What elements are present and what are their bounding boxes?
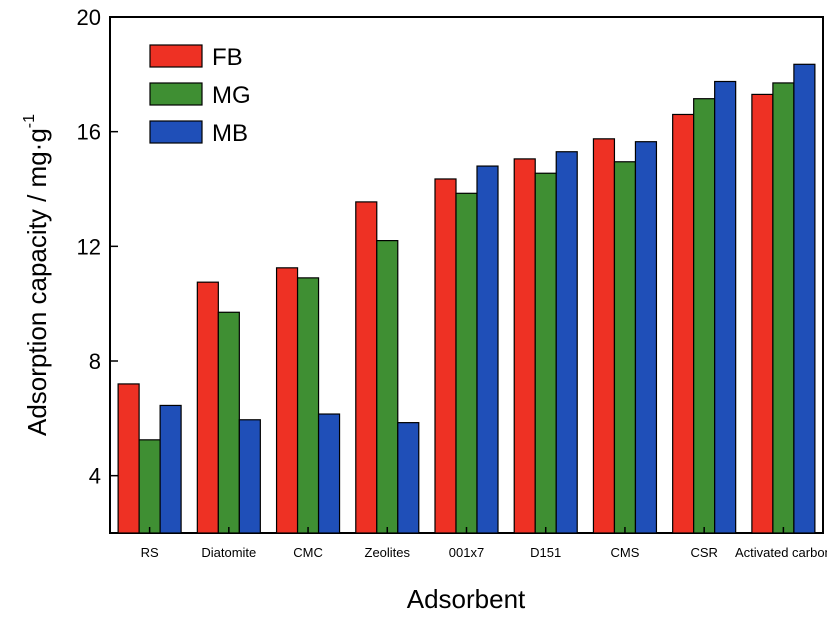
x-tick-label: CMS [610,545,639,560]
x-axis: RS Diatomite CMC Zeolites 001x7 D151 CMS CSR Act… [141,527,827,560]
x-axis-title: Adsorbent [407,584,526,614]
bar-FB-CSR [672,113,695,534]
x-tick-label: D151 [530,545,561,560]
x-tick-label: Activated carbon [735,545,827,560]
bar-MG-RS [138,439,161,534]
y-tick-label: 20 [77,5,101,30]
legend-label-FB: FB [212,44,243,71]
bar-FB-001x7 [434,178,457,534]
y-tick-label: 8 [89,349,101,374]
y-axis-title-superscript: -1 [21,114,38,128]
bar-FB-CMS [592,138,616,534]
x-tick-label: Zeolites [365,545,411,560]
bar-MG-CMC [296,277,320,534]
bar-FB-RS [117,383,140,534]
bar-MG-Zeolites [376,240,399,534]
legend: FB MG MB [149,44,251,147]
y-axis-title-main: Adsorption capacity / mg·g [22,128,52,436]
bar-FB-CMC [275,267,299,534]
x-tick-label: Diatomite [201,545,256,560]
x-tick-label: CMC [293,545,323,560]
bar-FB-Zeolites [355,201,378,534]
y-tick-label: 12 [77,234,101,259]
bar-MB-D151 [555,151,578,534]
y-axis: 4 8 12 16 20 [77,5,118,489]
bar-MB-Diatomite [238,419,261,534]
bar-FB-Activated-carbon [751,93,774,534]
x-tick-label: CSR [690,545,717,560]
y-tick-label: 4 [89,464,101,489]
bar-MG-001x7 [455,192,478,534]
bar-FB-Diatomite [196,281,219,534]
bar-MG-CMS [613,161,637,534]
bar-MG-Activated-carbon [772,82,795,534]
bar-MB-Activated-carbon [793,63,816,534]
legend-label-MG: MG [212,82,251,109]
bar-MB-Zeolites [397,422,420,534]
bar-MG-D151 [534,172,557,534]
bar-FB-D151 [513,158,536,534]
y-tick-label: 16 [77,120,101,145]
x-tick-label: RS [141,545,159,560]
legend-swatch-MB [149,120,203,144]
bar-MG-CSR [693,98,716,534]
legend-swatch-MG [149,82,203,106]
bar-MG-Diatomite [217,311,240,534]
bar-MB-CSR [714,80,737,534]
bar-MB-CMC [317,413,341,534]
y-axis-title: Adsorption capacity / mg·g-1 [21,114,52,436]
x-tick-label: 001x7 [449,545,484,560]
bar-MB-RS [159,404,182,534]
legend-label-MB: MB [212,120,248,147]
bar-MB-001x7 [476,165,499,534]
bar-MB-CMS [634,141,658,534]
legend-swatch-FB [149,44,203,68]
bars-layer [117,63,816,534]
